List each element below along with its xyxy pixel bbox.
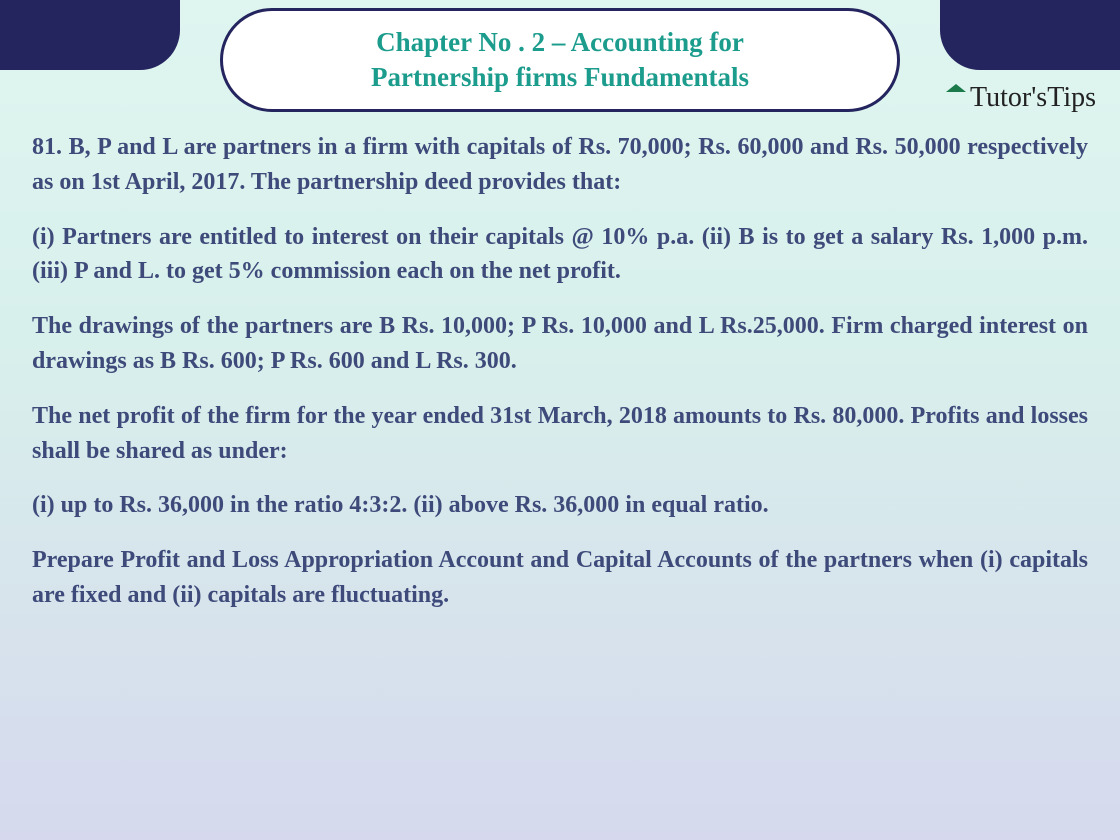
question-paragraph: The net profit of the firm for the year … [32, 399, 1088, 469]
header-corner-left [0, 0, 180, 70]
chapter-title-pill: Chapter No . 2 – Accounting for Partners… [220, 8, 900, 112]
brand-logo-text: Tutor'sTips [970, 82, 1096, 114]
header-corner-right [940, 0, 1120, 70]
question-paragraph: (i) Partners are entitled to interest on… [32, 220, 1088, 290]
brand-logo: Tutor'sTips [946, 82, 1096, 114]
question-paragraph: 81. B, P and L are partners in a firm wi… [32, 130, 1088, 200]
question-paragraph: (i) up to Rs. 36,000 in the ratio 4:3:2.… [32, 488, 1088, 523]
chapter-title-line1: Chapter No . 2 – Accounting for [283, 25, 837, 60]
question-paragraph: Prepare Profit and Loss Appropriation Ac… [32, 543, 1088, 613]
chapter-title-line2: Partnership firms Fundamentals [283, 60, 837, 95]
question-content: 81. B, P and L are partners in a firm wi… [32, 130, 1088, 633]
graduation-cap-icon [946, 84, 966, 92]
question-paragraph: The drawings of the partners are B Rs. 1… [32, 309, 1088, 379]
